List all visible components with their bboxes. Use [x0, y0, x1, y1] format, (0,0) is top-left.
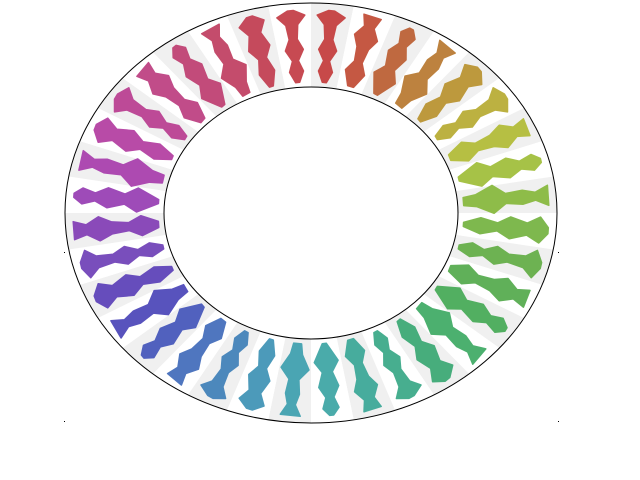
- glyph-mark: [238, 338, 276, 411]
- glyph-mark: [93, 265, 174, 309]
- inner-ring-outline: [163, 86, 459, 340]
- corner-mark: [558, 421, 559, 422]
- glyph-mark: [276, 9, 306, 84]
- glyph-mark: [316, 9, 346, 84]
- glyph-mark: [313, 342, 340, 417]
- corner-mark: [558, 252, 559, 253]
- glyph-mark: [200, 23, 251, 97]
- glyph-mark: [394, 39, 456, 109]
- glyph-mark: [238, 15, 276, 88]
- corner-marks: [64, 252, 559, 422]
- glyph-mark: [200, 330, 249, 400]
- glyph-mark: [457, 153, 543, 187]
- glyph-mark: [344, 337, 382, 413]
- glyph-mark: [434, 285, 508, 333]
- glyph-mark: [415, 301, 487, 365]
- corner-mark: [64, 252, 65, 253]
- glyph-mark: [373, 330, 422, 400]
- glyph-mark: [344, 13, 382, 89]
- outer-ring-outline: [64, 2, 558, 424]
- glyph-mark: [78, 149, 165, 187]
- ring-outlines: [64, 2, 558, 424]
- glyph-mark: [417, 63, 483, 123]
- glyph-mark: [279, 342, 310, 418]
- glyph-mark: [396, 318, 454, 383]
- glyph-mark: [172, 44, 226, 108]
- glyph-mark: [110, 283, 189, 339]
- glyph-mark: [140, 303, 205, 359]
- glyph-mark: [447, 118, 531, 162]
- glyph-mark: [434, 87, 509, 141]
- glyph-mark: [373, 27, 416, 96]
- glyph-mark: [462, 216, 550, 244]
- glyph-mark: [79, 242, 165, 279]
- glyph-mark: [93, 117, 174, 161]
- glyph-mark: [136, 61, 206, 124]
- glyph-mark: [73, 187, 160, 213]
- glyph-mark: [462, 184, 550, 215]
- glyph-mark: [457, 242, 543, 279]
- glyph-mark: [166, 317, 227, 386]
- corner-mark: [64, 421, 65, 422]
- glyph-mark: [72, 214, 160, 242]
- glyph-mark: [113, 87, 188, 141]
- glyph-mark: [447, 264, 531, 308]
- glyph-layer: [72, 9, 550, 418]
